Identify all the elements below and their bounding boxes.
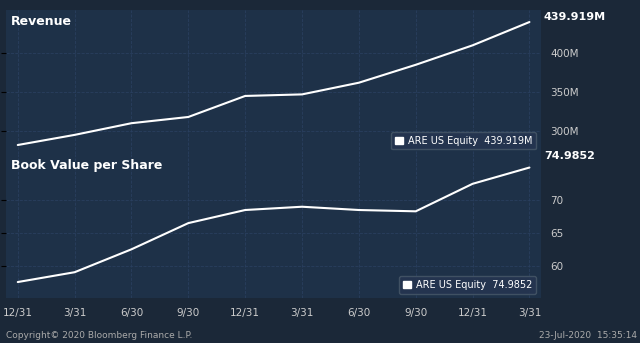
- Text: Revenue: Revenue: [11, 15, 72, 28]
- Legend: ARE US Equity  439.919M: ARE US Equity 439.919M: [391, 132, 536, 150]
- Text: Book Value per Share: Book Value per Share: [11, 159, 162, 172]
- Text: 74.9852: 74.9852: [544, 151, 595, 161]
- Text: 439.919M: 439.919M: [544, 12, 606, 22]
- Legend: ARE US Equity  74.9852: ARE US Equity 74.9852: [399, 276, 536, 294]
- Text: Copyright© 2020 Bloomberg Finance L.P.: Copyright© 2020 Bloomberg Finance L.P.: [6, 331, 193, 340]
- Text: 23-Jul-2020  15:35:14: 23-Jul-2020 15:35:14: [539, 331, 637, 340]
